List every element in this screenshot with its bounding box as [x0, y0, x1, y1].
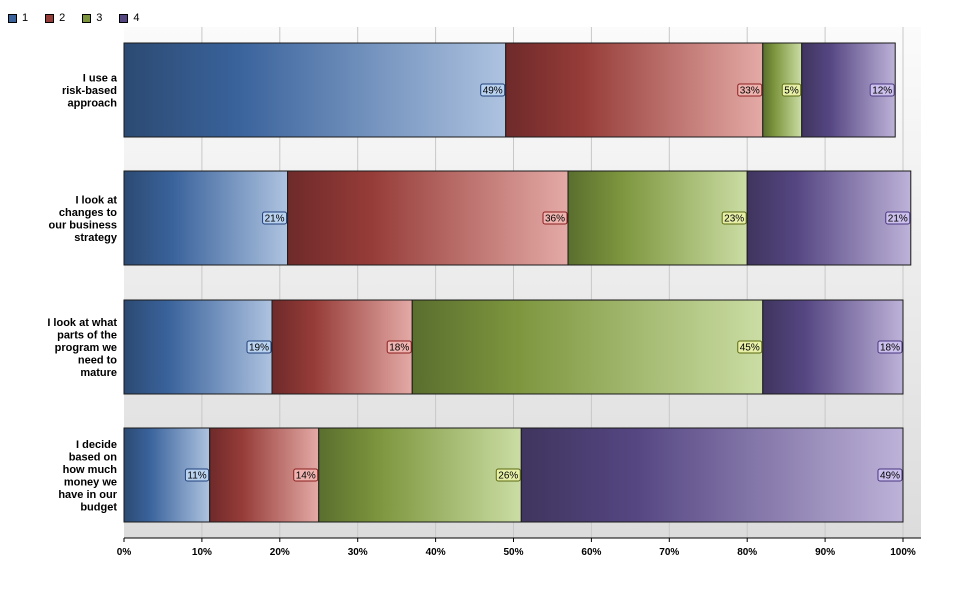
data-label: 18% [386, 340, 412, 354]
data-label: 49% [877, 468, 903, 482]
data-label: 18% [877, 340, 903, 354]
category-label: I use a risk-based approach [62, 73, 118, 110]
bar-segment [318, 427, 522, 523]
x-tick-label: 90% [815, 547, 835, 558]
data-label: 11% [184, 468, 210, 482]
x-tick-label: 40% [426, 547, 446, 558]
legend-item-1: 1 [8, 10, 28, 26]
svg-text:36%: 36% [545, 214, 565, 225]
legend-swatch-4 [119, 13, 129, 23]
x-tick-label: 30% [348, 547, 368, 558]
data-label: 45% [737, 340, 763, 354]
x-tick-label: 70% [659, 547, 679, 558]
data-label: 26% [495, 468, 521, 482]
svg-text:11%: 11% [187, 471, 206, 482]
legend-item-2: 2 [45, 10, 65, 26]
data-label: 21% [262, 211, 288, 225]
data-label: 33% [737, 83, 763, 97]
svg-text:18%: 18% [389, 343, 409, 354]
bar-segment [505, 42, 764, 138]
svg-text:49%: 49% [483, 86, 503, 97]
legend-label-1: 1 [22, 12, 29, 24]
svg-text:23%: 23% [724, 214, 744, 225]
legend: 1 2 3 4 [8, 10, 157, 26]
svg-text:21%: 21% [888, 214, 908, 225]
data-label: 49% [480, 83, 506, 97]
legend-swatch-1 [8, 13, 17, 23]
x-tick-label: 80% [737, 547, 757, 558]
data-label: 36% [542, 211, 568, 225]
data-label: 14% [293, 468, 319, 482]
data-label: 19% [246, 340, 272, 354]
category-label: I look at what parts of the program we need… [47, 317, 117, 379]
bar-segment [123, 42, 507, 138]
svg-text:18%: 18% [880, 343, 900, 354]
data-label: 21% [885, 211, 911, 225]
bar-segment [801, 42, 896, 138]
legend-swatch-2 [45, 13, 55, 23]
x-tick-label: 10% [192, 547, 212, 558]
bar-segment [411, 299, 764, 395]
bar-segment [567, 170, 748, 266]
bar-segment [520, 427, 904, 523]
data-label: 12% [869, 83, 895, 97]
x-tick-label: 50% [503, 547, 523, 558]
x-tick-label: 0% [117, 547, 132, 558]
data-label: 23% [721, 211, 747, 225]
data-label: 5% [781, 83, 802, 97]
bar-segment [287, 170, 569, 266]
svg-text:49%: 49% [880, 471, 900, 482]
svg-text:19%: 19% [249, 343, 269, 354]
category-label: I look at changes to our business strategy [49, 194, 118, 244]
svg-text:5%: 5% [784, 86, 799, 97]
legend-item-3: 3 [82, 10, 102, 26]
legend-item-4: 4 [119, 10, 140, 26]
svg-text:33%: 33% [740, 86, 760, 97]
legend-swatch-3 [82, 13, 92, 23]
x-tick-label: 60% [581, 547, 601, 558]
svg-text:21%: 21% [265, 214, 285, 225]
svg-text:45%: 45% [740, 343, 760, 354]
bar-segment [123, 170, 289, 266]
svg-text:14%: 14% [296, 471, 316, 482]
svg-text:26%: 26% [498, 471, 518, 482]
legend-label-2: 2 [59, 12, 66, 24]
x-tick-label: 20% [270, 547, 290, 558]
svg-text:12%: 12% [872, 86, 892, 97]
bar-segment [746, 170, 912, 266]
legend-label-4: 4 [133, 12, 140, 24]
x-tick-label: 100% [890, 547, 916, 558]
category-label: I decide based on how much money we have in … [58, 439, 117, 514]
legend-label-3: 3 [96, 12, 103, 24]
